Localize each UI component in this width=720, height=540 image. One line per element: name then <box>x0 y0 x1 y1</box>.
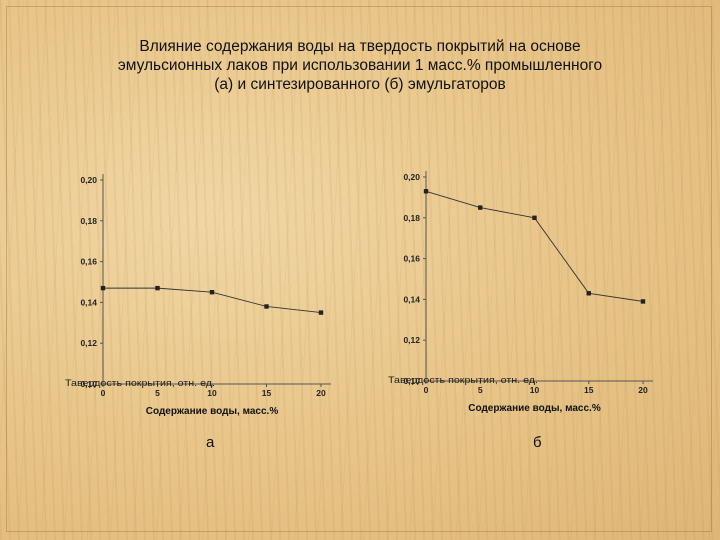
y-tick-label: 0,12 <box>403 335 420 345</box>
data-point <box>478 205 483 210</box>
y-axis-label: Тавердость покрытия, отн. ед. <box>388 375 538 385</box>
x-axis-label: Содержание воды, масс.% <box>146 406 279 417</box>
panel-label-b: б <box>533 434 542 451</box>
x-tick-label: 15 <box>584 385 594 395</box>
slide-title: Влияние содержания воды на твердость пок… <box>117 38 603 93</box>
y-tick-label: 0,20 <box>403 172 420 182</box>
chart-b: 0,10 0,12 0,14 0,16 0,18 0,20 0 5 10 15 20 Содержан… <box>388 171 653 414</box>
data-point <box>640 299 646 304</box>
y-tick-label: 0,14 <box>403 294 420 304</box>
x-tick-label: 5 <box>155 388 160 398</box>
x-tick-label: 10 <box>530 385 540 395</box>
data-point <box>532 215 537 220</box>
data-point <box>318 310 324 315</box>
chart-a: 0,10 0,12 0,14 0,16 0,18 0,20 0 5 10 15 20 Содержан… <box>65 174 331 417</box>
panel-label-a: а <box>206 434 215 451</box>
data-point <box>155 285 160 291</box>
y-tick-label: 0,10 <box>80 379 97 389</box>
x-tick-label: 20 <box>316 388 326 398</box>
x-axis-label: Содержание воды, масс.% <box>468 403 601 414</box>
x-tick-label: 10 <box>207 388 217 398</box>
y-tick-label: 0,16 <box>80 257 97 267</box>
x-tick-label: 20 <box>638 385 648 395</box>
y-tick-label: 0,12 <box>80 338 97 348</box>
x-tick-label: 0 <box>101 388 106 398</box>
data-point <box>423 189 429 194</box>
series-line <box>425 190 644 302</box>
y-tick-label: 0,20 <box>80 175 97 185</box>
x-tick-label: 15 <box>262 388 272 398</box>
x-tick-label: 0 <box>424 385 429 395</box>
slide-frame <box>6 6 712 532</box>
y-tick-label: 0,18 <box>403 213 420 223</box>
data-point <box>586 291 591 296</box>
y-tick-label: 0,18 <box>80 216 97 226</box>
y-tick-label: 0,14 <box>80 297 97 307</box>
x-tick-label: 5 <box>478 385 483 395</box>
y-axis-label: Тавердость покрытия, отн. ед. <box>65 378 215 388</box>
y-tick-label: 0,10 <box>403 376 420 386</box>
data-point <box>209 290 215 295</box>
data-point <box>264 304 269 309</box>
y-tick-label: 0,16 <box>403 254 420 264</box>
data-point <box>100 285 106 291</box>
